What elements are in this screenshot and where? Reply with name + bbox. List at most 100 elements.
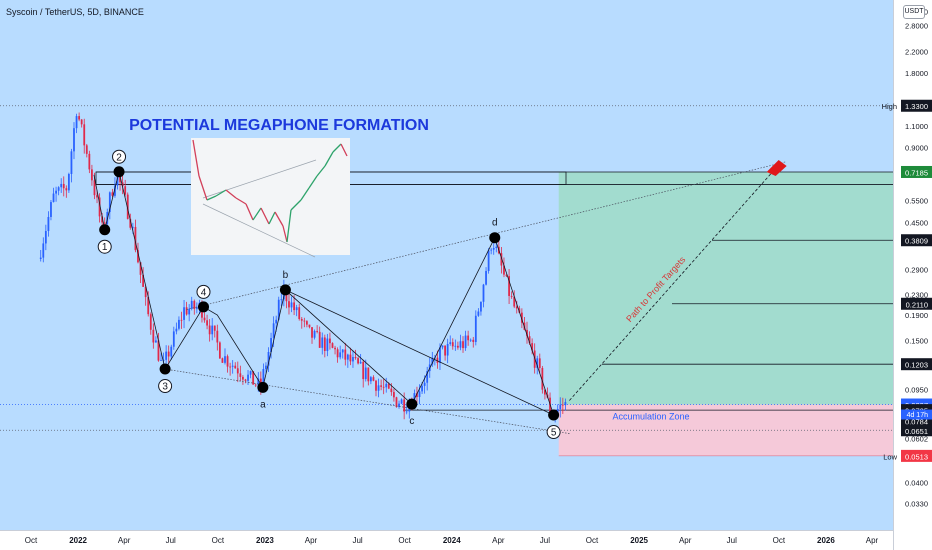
candle-body — [134, 226, 137, 251]
candle-body — [65, 188, 68, 191]
candle-body — [298, 307, 301, 319]
price-tag — [901, 449, 932, 462]
candle-body — [162, 359, 165, 361]
y-tick-label: 0.1500 — [905, 336, 928, 345]
candle-body — [252, 371, 255, 385]
candle-body — [91, 169, 93, 181]
candle-body — [167, 351, 170, 357]
candle-body — [564, 401, 567, 406]
candle-body — [510, 295, 513, 297]
candle-body — [441, 345, 444, 348]
price-tag-label: 0.0513 — [905, 452, 928, 461]
candle-body — [277, 299, 280, 320]
candle-body — [231, 365, 234, 367]
price-tag-label: 0.3809 — [905, 237, 928, 246]
candle-body — [472, 339, 475, 342]
candle-body — [188, 308, 191, 315]
candle-body — [505, 274, 508, 277]
inset-panel — [191, 138, 350, 255]
candle-body — [101, 216, 104, 223]
x-tick-label: Oct — [212, 536, 225, 545]
candle-body — [444, 345, 447, 356]
candle-body — [203, 317, 206, 321]
inset-candle — [274, 211, 284, 227]
candle-body — [295, 307, 298, 311]
candle-body — [390, 388, 393, 393]
candle-body — [318, 331, 321, 348]
candle-body — [480, 301, 482, 312]
wave-point-dot — [279, 284, 291, 296]
candle-body — [152, 329, 155, 343]
candle-body — [121, 182, 124, 187]
candle-body — [490, 249, 493, 251]
price-tag — [901, 165, 932, 178]
candle-body — [183, 307, 185, 320]
time-axis[interactable] — [0, 530, 893, 550]
candle-body — [137, 250, 139, 263]
candle-body — [515, 306, 518, 309]
x-tick-label: 2026 — [817, 536, 835, 545]
inset-candle — [282, 225, 288, 243]
candle-body — [372, 377, 375, 381]
candle-body — [270, 338, 272, 353]
y-tick-label: 0.0400 — [905, 479, 928, 488]
candle-body — [165, 351, 168, 360]
inset-candle — [252, 207, 262, 221]
y-tick-label: 0.5500 — [905, 197, 928, 206]
y-tick-label: 0.0950 — [905, 386, 928, 395]
y-tick-label: 1.8000 — [905, 69, 928, 78]
candle-body — [331, 343, 334, 348]
candle-body — [334, 347, 336, 350]
candle-body — [375, 380, 377, 391]
inset-candle — [245, 203, 254, 221]
candle-body — [421, 385, 423, 392]
candle-body — [139, 262, 142, 275]
candle-body — [503, 265, 505, 275]
inset-candle — [308, 175, 318, 189]
candle-body — [416, 393, 418, 398]
candle-body — [369, 377, 372, 382]
y-tick-label: 0.4500 — [905, 218, 928, 227]
x-tick-label: Apr — [866, 536, 879, 545]
candle-body — [154, 340, 157, 343]
wave-label-d: d — [492, 218, 498, 229]
candle-body — [175, 328, 178, 332]
candle-body — [234, 365, 237, 369]
candle-body — [352, 356, 354, 362]
wave-label-circle — [112, 149, 127, 164]
level-name: Low — [883, 452, 897, 461]
candle-body — [272, 323, 275, 339]
price-tag — [901, 99, 932, 112]
currency-button[interactable]: USDT — [903, 5, 925, 19]
profit-path-line — [569, 173, 771, 401]
x-tick-label: Oct — [25, 536, 38, 545]
candle-body — [561, 404, 564, 406]
candle-body — [124, 186, 127, 195]
wave-point-dot — [99, 224, 111, 236]
candle-body — [538, 358, 541, 369]
wave-point-dot — [159, 363, 171, 375]
inset-candle — [324, 151, 334, 167]
inset-candle — [198, 175, 208, 201]
candle-body — [254, 384, 257, 386]
candle-body — [57, 187, 60, 191]
candle-body — [236, 368, 239, 374]
candle-body — [224, 356, 226, 363]
candle-body — [354, 356, 357, 359]
inset-candle — [206, 195, 217, 201]
x-tick-label: Apr — [679, 536, 692, 545]
candle-body — [467, 335, 470, 341]
inset-candle — [290, 199, 302, 211]
candle-body — [83, 124, 86, 146]
symbol-title: Syscoin / TetherUS, 5D, BINANCE — [6, 7, 144, 17]
candle-body — [520, 312, 523, 323]
candle-body — [103, 222, 106, 224]
wave-point-dot — [257, 381, 269, 393]
candle-body — [216, 330, 219, 343]
candle-body — [47, 216, 50, 232]
candle-body — [462, 341, 464, 349]
candle-body — [178, 319, 180, 329]
candle-body — [526, 329, 528, 337]
candle-body — [290, 302, 293, 308]
